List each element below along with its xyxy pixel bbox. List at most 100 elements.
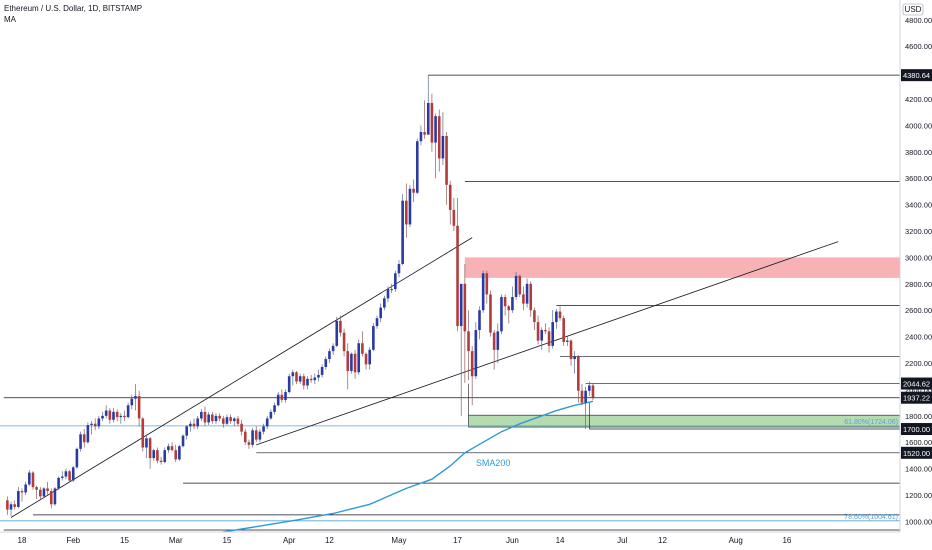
candle-body	[108, 410, 112, 420]
candle	[189, 421, 192, 432]
candle-body	[247, 442, 251, 445]
candle	[159, 456, 163, 465]
y-tick-label: 1200.00	[905, 491, 932, 500]
candle	[423, 100, 426, 139]
y-tick-label: 3000.00	[905, 253, 932, 262]
candle-body	[276, 394, 280, 406]
candle	[401, 194, 404, 266]
candle	[200, 409, 203, 422]
candle-body	[496, 331, 500, 350]
candle	[247, 439, 251, 449]
candle-body	[295, 372, 298, 382]
y-tick-label: 2400.00	[905, 333, 932, 342]
candle-body	[511, 297, 514, 311]
candle	[112, 407, 115, 423]
candle-body	[313, 377, 317, 381]
candle	[514, 271, 518, 300]
support-zone	[468, 414, 900, 428]
candle-body	[368, 349, 371, 365]
candle-body	[119, 415, 123, 418]
candle-body	[137, 396, 141, 419]
y-tick-label: 1400.00	[905, 465, 932, 474]
candle-body	[533, 310, 536, 323]
y-tick-label: 4800.00	[905, 16, 932, 25]
candle-body	[536, 322, 540, 341]
candle-body	[320, 366, 324, 375]
candle	[225, 414, 229, 426]
candle-body	[134, 396, 137, 399]
candle-body	[522, 294, 525, 304]
candle	[9, 501, 13, 517]
trendline	[10, 237, 473, 518]
candle	[448, 180, 452, 225]
candle-body	[9, 504, 13, 510]
candle	[185, 425, 188, 440]
candle-body	[350, 353, 353, 371]
candle-body	[302, 376, 306, 386]
candle-body	[90, 423, 93, 426]
y-tick-label: 4600.00	[905, 42, 932, 51]
candle-body	[243, 431, 247, 443]
y-tick-label: 2200.00	[905, 359, 932, 368]
candle	[229, 414, 232, 424]
candle-body	[339, 320, 342, 333]
candle	[507, 304, 511, 324]
candle	[430, 93, 434, 152]
candle	[207, 411, 210, 426]
trendline	[256, 241, 839, 446]
candle-body	[591, 385, 595, 398]
candle	[298, 373, 302, 385]
candle-body	[394, 273, 397, 290]
candle	[547, 327, 551, 353]
candle-body	[474, 330, 478, 377]
candle	[75, 447, 79, 469]
candle	[313, 373, 317, 385]
candle-body	[214, 415, 218, 422]
candle-body	[64, 471, 68, 477]
candle	[324, 356, 328, 370]
candle	[415, 138, 419, 195]
price-label-box	[901, 423, 932, 436]
candle	[57, 476, 60, 490]
candle-body	[104, 410, 108, 416]
candle-body	[298, 376, 302, 382]
candle-body	[518, 275, 522, 295]
candle	[375, 315, 379, 329]
candle	[284, 389, 287, 403]
candle-body	[434, 116, 437, 143]
candle	[276, 392, 280, 407]
candle-body	[529, 283, 533, 311]
candle-body	[174, 450, 178, 460]
plot-area: SMA200 61.80%(1724.06) 78.60%(1004.61)	[0, 74, 900, 532]
candle	[386, 286, 390, 303]
candle-body	[317, 374, 320, 378]
y-tick-label: 1000.00	[905, 517, 932, 526]
candle-body	[580, 390, 584, 403]
x-tick-label: Mar	[169, 536, 183, 545]
candle	[6, 496, 9, 515]
candle	[558, 306, 562, 321]
candle	[584, 386, 587, 430]
candle-body	[448, 184, 452, 210]
price-label-box	[901, 377, 932, 390]
candle	[525, 278, 529, 308]
candle-body	[265, 418, 269, 427]
candle	[46, 481, 49, 496]
candle-body	[181, 435, 185, 447]
candle-body	[6, 500, 9, 510]
y-tick-label: 3600.00	[905, 174, 932, 183]
candle	[434, 113, 437, 179]
candle	[529, 281, 533, 317]
candle-body	[331, 345, 335, 352]
candle	[361, 331, 364, 357]
candle-body	[401, 200, 404, 265]
price-label: 1700.00	[903, 425, 930, 434]
candle	[291, 369, 295, 386]
candle-body	[49, 491, 53, 505]
candle	[412, 179, 415, 202]
candle-body	[159, 460, 163, 463]
candle	[269, 409, 273, 420]
candle-body	[309, 378, 313, 381]
candle-body	[185, 426, 188, 436]
